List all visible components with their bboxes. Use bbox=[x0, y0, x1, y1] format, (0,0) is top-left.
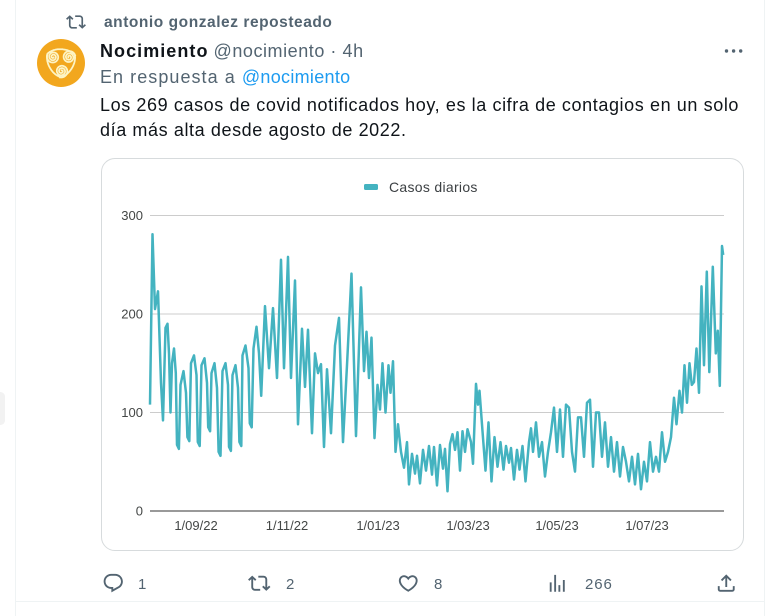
svg-text:1/01/23: 1/01/23 bbox=[356, 518, 399, 533]
svg-text:200: 200 bbox=[121, 307, 143, 322]
svg-text:1/05/23: 1/05/23 bbox=[535, 518, 578, 533]
svg-text:300: 300 bbox=[121, 208, 143, 223]
svg-text:1/11/22: 1/11/22 bbox=[266, 518, 308, 533]
svg-text:0: 0 bbox=[136, 504, 143, 519]
svg-text:1/03/23: 1/03/23 bbox=[446, 518, 489, 533]
svg-text:1/07/23: 1/07/23 bbox=[625, 518, 668, 533]
svg-text:1/09/22: 1/09/22 bbox=[174, 518, 217, 533]
svg-text:Casos diarios: Casos diarios bbox=[389, 179, 478, 195]
svg-text:100: 100 bbox=[121, 405, 143, 420]
